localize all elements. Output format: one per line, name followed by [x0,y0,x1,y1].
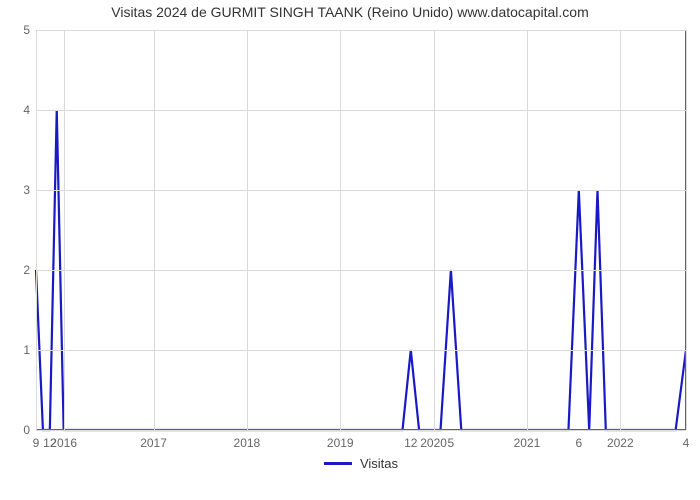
xtick-value: 12 [404,430,417,450]
legend-label: Visitas [360,456,398,471]
xtick-year: 2018 [234,430,261,450]
gridline-v [36,30,37,430]
ytick-label: 2 [23,263,36,277]
gridline-v [247,30,248,430]
chart-title: Visitas 2024 de GURMIT SINGH TAANK (Rein… [0,4,700,20]
ytick-label: 1 [23,343,36,357]
xtick-value: 5 [448,430,455,450]
gridline-h [36,430,686,431]
xtick-value: 4 [683,430,690,450]
ytick-label: 3 [23,183,36,197]
xtick-year: 2017 [140,430,167,450]
gridline-h [36,270,686,271]
xtick-value: 9 [33,430,40,450]
xtick-year: 2021 [514,430,541,450]
line-series [36,30,686,430]
gridline-v [686,30,687,430]
legend: Visitas [324,456,398,471]
gridline-v [154,30,155,430]
gridline-v [527,30,528,430]
ytick-label: 5 [23,23,36,37]
plot-area: Visitas 01234520162017201820192020202120… [36,30,686,430]
legend-swatch [324,462,352,465]
gridline-v [64,30,65,430]
xtick-year: 2020 [420,430,447,450]
gridline-h [36,350,686,351]
gridline-v [340,30,341,430]
xtick-year: 2019 [327,430,354,450]
xtick-year: 2022 [607,430,634,450]
gridline-h [36,30,686,31]
gridline-h [36,110,686,111]
chart-container: Visitas 2024 de GURMIT SINGH TAANK (Rein… [0,0,700,500]
gridline-v [620,30,621,430]
gridline-h [36,190,686,191]
gridline-v [434,30,435,430]
xtick-value: 6 [575,430,582,450]
xtick-value: 12 [43,430,56,450]
ytick-label: 4 [23,103,36,117]
